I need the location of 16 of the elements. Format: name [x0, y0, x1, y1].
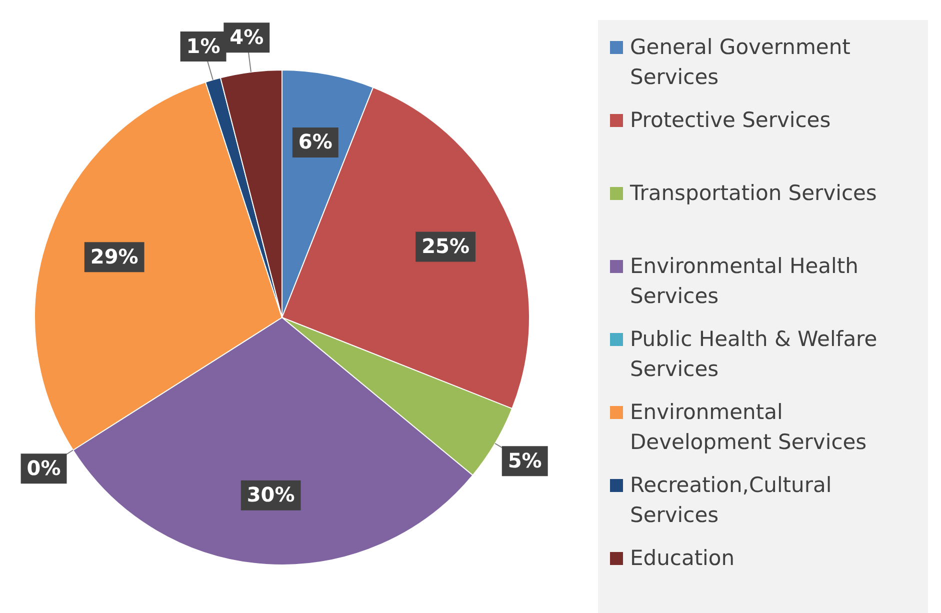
legend-label: Recreation,Cultural Services	[630, 472, 833, 529]
legend-label: Environmental Development Services	[630, 399, 868, 456]
text: 0%	[26, 456, 61, 480]
data-label: 30%	[246, 482, 295, 507]
data-label: 6%	[298, 130, 332, 154]
legend-label: Environmental Health Services	[630, 253, 860, 310]
data-label: 4%	[230, 24, 264, 49]
data-label: 25%	[422, 234, 470, 258]
data-label: 5%	[508, 448, 542, 472]
legend-label: General Government Services	[630, 34, 852, 91]
legend-label: Education	[630, 545, 735, 572]
legend-label: Transportation Services	[630, 180, 877, 207]
data-label: 29%	[90, 244, 138, 268]
legend-label: Protective Services	[630, 107, 831, 134]
legend-label: Public Health & Welfare Services	[630, 326, 878, 383]
data-label: 1%	[186, 34, 220, 58]
